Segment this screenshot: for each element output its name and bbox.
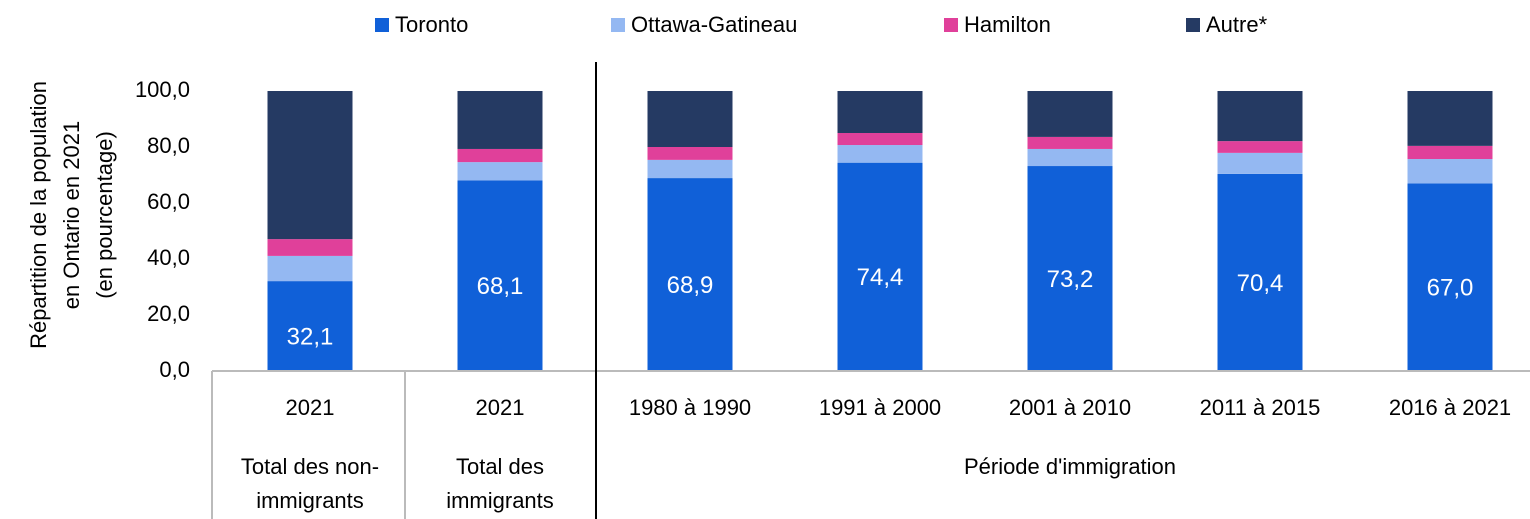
x-tick-label: 1991 à 2000 — [819, 395, 941, 420]
x-tick-label: 1980 à 1990 — [629, 395, 751, 420]
bar-segment — [1407, 145, 1493, 160]
group-label: Total des — [456, 454, 544, 479]
legend-label: Toronto — [395, 12, 468, 37]
y-axis-title: Répartition de la population — [26, 81, 51, 349]
bar-segment — [267, 91, 353, 240]
x-tick-label: 2021 — [286, 395, 335, 420]
bar-segment — [457, 148, 543, 163]
bar-segment — [837, 133, 923, 146]
y-tick-label: 60,0 — [147, 189, 190, 214]
bar-segment — [1027, 166, 1113, 371]
bar-segment — [837, 162, 923, 371]
data-label: 73,2 — [1047, 266, 1094, 293]
bar-segment — [647, 91, 733, 147]
bar-segment — [457, 162, 543, 181]
bar-segment — [457, 180, 543, 371]
x-tick-label: 2001 à 2010 — [1009, 395, 1131, 420]
group-label: immigrants — [256, 488, 364, 513]
bar-segment — [267, 255, 353, 282]
bar-segment — [647, 147, 733, 160]
data-label: 68,1 — [477, 273, 524, 300]
bar-segment — [1407, 159, 1493, 184]
y-axis-title: (en pourcentage) — [92, 131, 117, 299]
bar-segment — [457, 91, 543, 149]
legend-swatch — [375, 18, 389, 32]
bar-segment — [1027, 148, 1113, 167]
group-label: immigrants — [446, 488, 554, 513]
bar-segment — [1027, 136, 1113, 149]
group-label: Total des non- — [241, 454, 379, 479]
x-tick-label: 2011 à 2015 — [1200, 395, 1321, 420]
legend-swatch — [944, 18, 958, 32]
legend-label: Ottawa-Gatineau — [631, 12, 797, 37]
y-tick-label: 80,0 — [147, 133, 190, 158]
y-tick-label: 20,0 — [147, 301, 190, 326]
bar-segment — [1407, 183, 1493, 371]
bar-segment — [1217, 173, 1303, 371]
bar-segment — [1027, 91, 1113, 137]
data-label: 74,4 — [857, 264, 904, 291]
bar-segment — [837, 91, 923, 133]
bar-segment — [267, 281, 353, 371]
data-label: 32,1 — [287, 323, 334, 350]
y-tick-label: 0,0 — [159, 357, 190, 382]
x-tick-label: 2021 — [476, 395, 525, 420]
legend-label: Hamilton — [964, 12, 1051, 37]
legend-label: Autre* — [1206, 12, 1268, 37]
group-label: Période d'immigration — [964, 454, 1176, 479]
bar-segment — [647, 159, 733, 179]
bar-segment — [1407, 91, 1493, 146]
data-label: 70,4 — [1237, 270, 1284, 297]
data-label: 68,9 — [667, 272, 714, 299]
bar-segment — [647, 178, 733, 371]
bar-segment — [837, 145, 923, 163]
bar-segment — [1217, 91, 1303, 142]
x-tick-label: 2016 à 2021 — [1389, 395, 1511, 420]
bar-segment — [267, 239, 353, 256]
y-tick-label: 40,0 — [147, 245, 190, 270]
legend-swatch — [1186, 18, 1200, 32]
y-axis-title: en Ontario en 2021 — [59, 121, 84, 309]
data-label: 67,0 — [1427, 275, 1474, 302]
bar-segment — [1217, 152, 1303, 174]
legend-swatch — [611, 18, 625, 32]
y-tick-label: 100,0 — [135, 77, 190, 102]
bar-segment — [1217, 141, 1303, 153]
